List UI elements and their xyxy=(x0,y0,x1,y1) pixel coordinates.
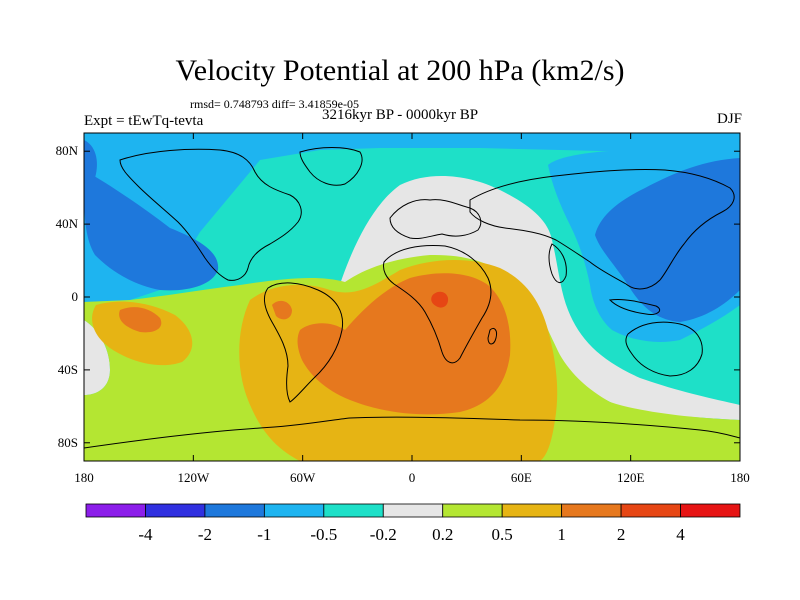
colorbar-labels: -4 -2 -1 -0.5 -0.2 0.2 0.5 1 2 4 xyxy=(138,525,685,544)
colorbar-label: 0.2 xyxy=(432,525,453,544)
rmsd-diff-stats: rmsd= 0.748793 diff= 3.41859e-05 xyxy=(190,97,359,111)
colorbar-label: -0.5 xyxy=(310,525,337,544)
colorbar-swatch xyxy=(145,503,206,518)
field-level-neg1-neg2-pacific-left xyxy=(84,140,97,182)
field-level-neg02-pos02 xyxy=(84,175,740,420)
period-label: 3216kyr BP - 0000kyr BP xyxy=(322,107,479,123)
season-label: DJF xyxy=(716,111,742,127)
colorbar-swatch xyxy=(561,503,622,518)
lon-tick-label: 120E xyxy=(617,470,645,485)
colorbar-swatch xyxy=(263,503,325,518)
lon-tick-label: 120W xyxy=(177,470,210,485)
colorbar-label: -1 xyxy=(257,525,271,544)
lon-tick-label: 60E xyxy=(511,470,532,485)
coastlines xyxy=(84,147,740,449)
map-title: Velocity Potential at 200 hPa (km2/s) xyxy=(175,54,625,87)
colorbar-swatch xyxy=(442,503,503,518)
colorbar-swatch xyxy=(204,503,265,518)
colorbar-swatch xyxy=(620,503,681,518)
colorbar-label: -0.2 xyxy=(370,525,397,544)
colorbar-swatch xyxy=(501,503,563,518)
colorbar-label: -4 xyxy=(138,525,153,544)
lat-tick-label: 80S xyxy=(58,435,78,450)
lon-tick-label: 60W xyxy=(290,470,316,485)
field-level-pos1-pos2 xyxy=(119,273,511,415)
colorbar-label: 4 xyxy=(676,525,685,544)
field-level-pos2-pos4 xyxy=(431,291,449,308)
colorbar-swatch xyxy=(382,503,444,518)
colorbar-label: 1 xyxy=(557,525,566,544)
lat-tick-label: 40N xyxy=(56,216,79,231)
longitude-axis: 180 120W 60W 0 60E 120E 180 xyxy=(74,133,750,485)
colorbar-swatch xyxy=(85,503,146,518)
lon-tick-label: 180 xyxy=(730,470,750,485)
lat-tick-label: 80N xyxy=(56,143,79,158)
colorbar-label: 0.5 xyxy=(492,525,513,544)
latitude-axis: 80N 40N 0 40S 80S xyxy=(56,143,740,450)
colorbar-swatch xyxy=(323,503,384,518)
lon-tick-label: 180 xyxy=(74,470,94,485)
velocity-potential-field xyxy=(84,133,740,461)
colorbar-label: -2 xyxy=(198,525,212,544)
colorbar-swatch xyxy=(680,503,741,518)
colorbar-label: 2 xyxy=(617,525,626,544)
colorbar xyxy=(85,503,741,518)
field-level-neg1-neg2-pacific xyxy=(84,170,219,291)
experiment-label: Expt = tEwTq-tevta xyxy=(84,113,204,129)
lon-tick-label: 0 xyxy=(409,470,416,485)
lat-tick-label: 0 xyxy=(72,289,79,304)
field-level-neg1-neg2-east xyxy=(595,158,740,322)
lat-tick-label: 40S xyxy=(58,362,78,377)
